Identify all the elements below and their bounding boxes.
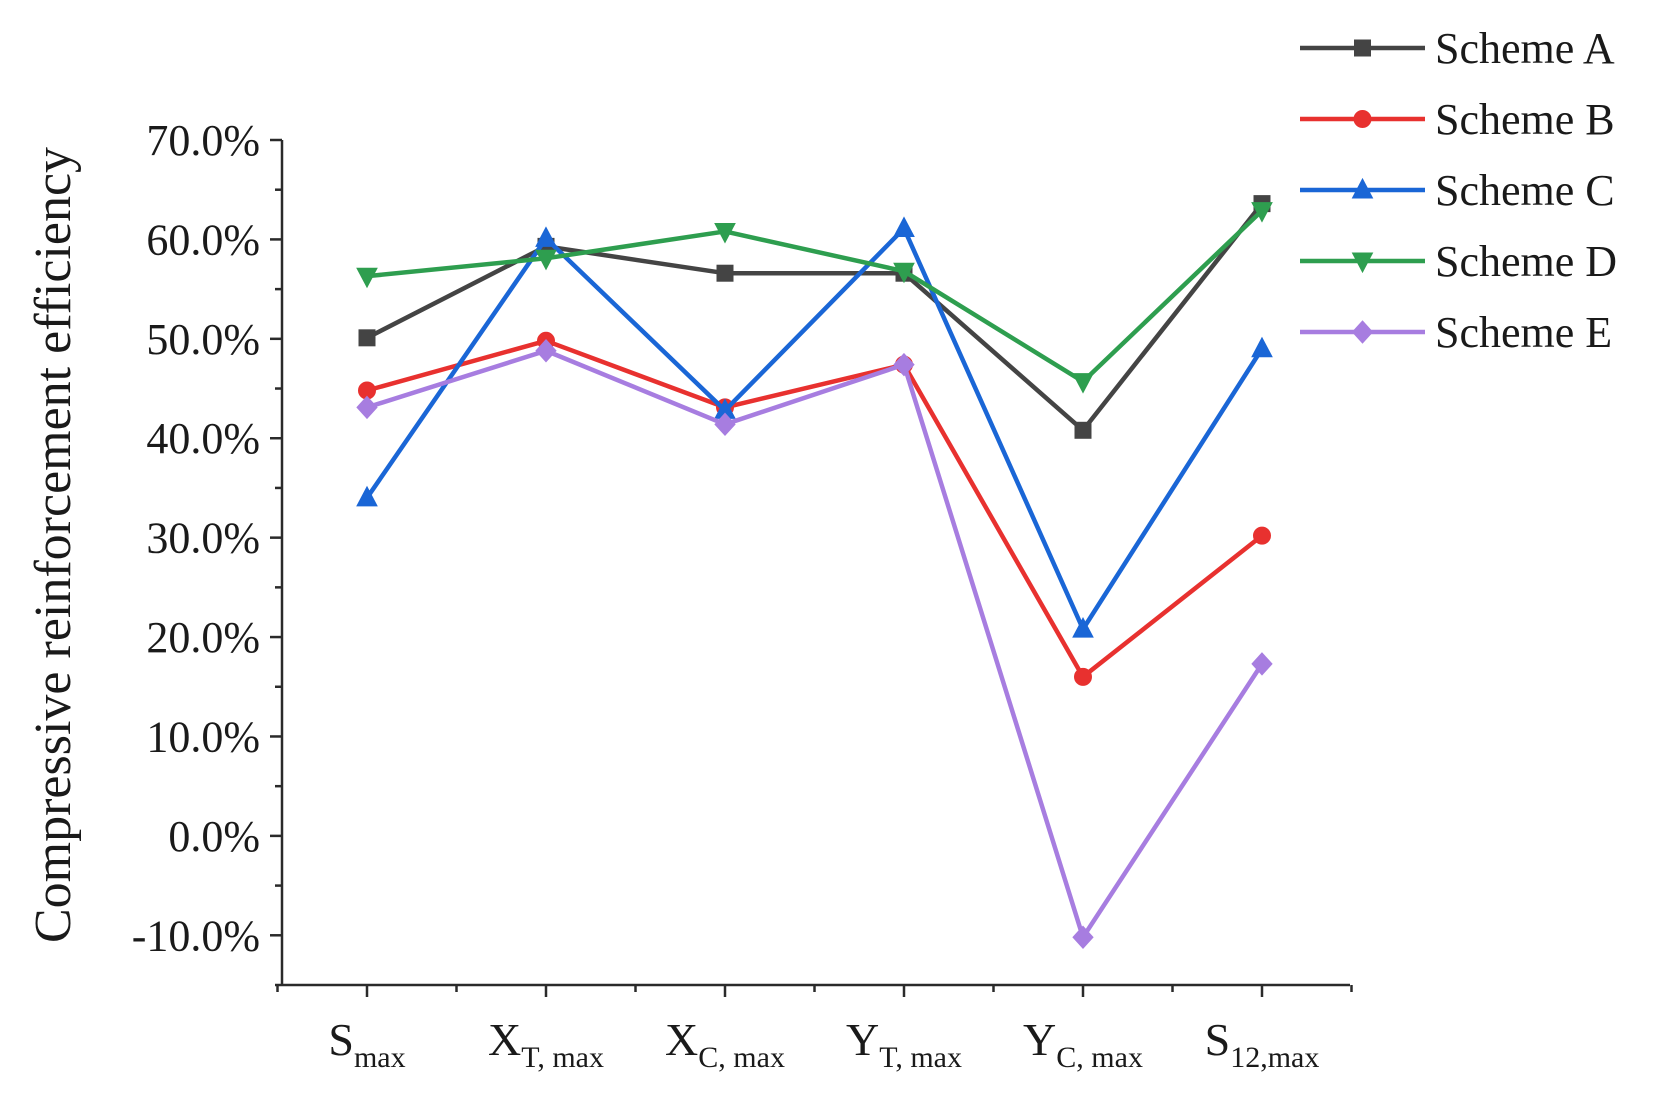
data-point [1253, 526, 1271, 545]
data-point [1251, 202, 1273, 223]
legend-label: Scheme C [1435, 166, 1615, 215]
y-tick-label: 70.0% [146, 116, 260, 165]
data-point [714, 412, 736, 437]
x-tick-label: YT, max [846, 1014, 962, 1074]
y-axis-title: Compressive reinforcement efficiency [25, 147, 82, 943]
y-tick-label: -10.0% [132, 911, 260, 960]
legend-label: Scheme E [1435, 308, 1612, 357]
axes: -10.0% 0.0% 10.0% 20.0% 30.0% 40.0% 50.0% 60.0%… [132, 116, 1353, 1074]
legend-label: Scheme D [1435, 237, 1617, 286]
x-tick-label: Smax [328, 1014, 405, 1074]
series-line [366, 348, 1264, 940]
legend: Scheme A Scheme B Scheme C Scheme D Scheme E [1300, 24, 1617, 357]
y-tick-label: 10.0% [146, 712, 260, 761]
y-tick-label: 20.0% [146, 613, 260, 662]
x-tick-label: XT, max [488, 1014, 604, 1074]
data-point [535, 339, 557, 363]
y-tick-label: 40.0% [146, 414, 260, 463]
series-scheme-e [356, 339, 1273, 950]
y-tick-label: 30.0% [146, 514, 260, 563]
series-scheme-b [358, 331, 1271, 686]
data-point [356, 267, 378, 289]
series-line [366, 208, 1264, 384]
data-point [893, 216, 915, 237]
legend-item: Scheme D [1300, 237, 1617, 286]
legend-label: Scheme B [1435, 95, 1615, 144]
series-scheme-c [356, 216, 1273, 638]
legend-marker [1351, 252, 1374, 274]
legend-item: Scheme C [1300, 166, 1615, 215]
data-point [358, 329, 376, 347]
data-point [893, 262, 915, 284]
data-point [535, 249, 557, 271]
data-point [535, 226, 557, 247]
data-point [356, 395, 378, 420]
legend-item: Scheme A [1300, 24, 1615, 73]
legend-label: Scheme A [1435, 24, 1615, 73]
x-tick-label: S12,max [1205, 1014, 1320, 1074]
data-point [1251, 652, 1273, 676]
y-tick-label: 50.0% [146, 315, 260, 364]
data-point [1072, 617, 1094, 638]
data-point [1074, 667, 1092, 686]
legend-marker [1351, 320, 1374, 344]
series-scheme-d [356, 202, 1273, 394]
x-tick-label: YC, max [1023, 1014, 1143, 1074]
x-tick-label: XC, max [665, 1014, 785, 1074]
series-line [365, 226, 1264, 632]
legend-item: Scheme B [1300, 95, 1615, 144]
series-line [366, 338, 1264, 680]
data-point [1251, 336, 1273, 358]
data-point [714, 222, 736, 244]
y-tick-label: 60.0% [146, 215, 260, 264]
data-point [716, 264, 734, 282]
legend-marker [1354, 39, 1371, 57]
series-layer [356, 195, 1273, 950]
legend-marker [1353, 110, 1372, 128]
data-point [1072, 373, 1094, 394]
y-tick-label: 0.0% [168, 812, 260, 861]
legend-item: Scheme E [1300, 308, 1612, 357]
data-point [1072, 925, 1094, 950]
legend-marker [1351, 177, 1374, 199]
data-point [356, 485, 378, 507]
data-point [1074, 421, 1092, 439]
data-point [893, 352, 915, 377]
